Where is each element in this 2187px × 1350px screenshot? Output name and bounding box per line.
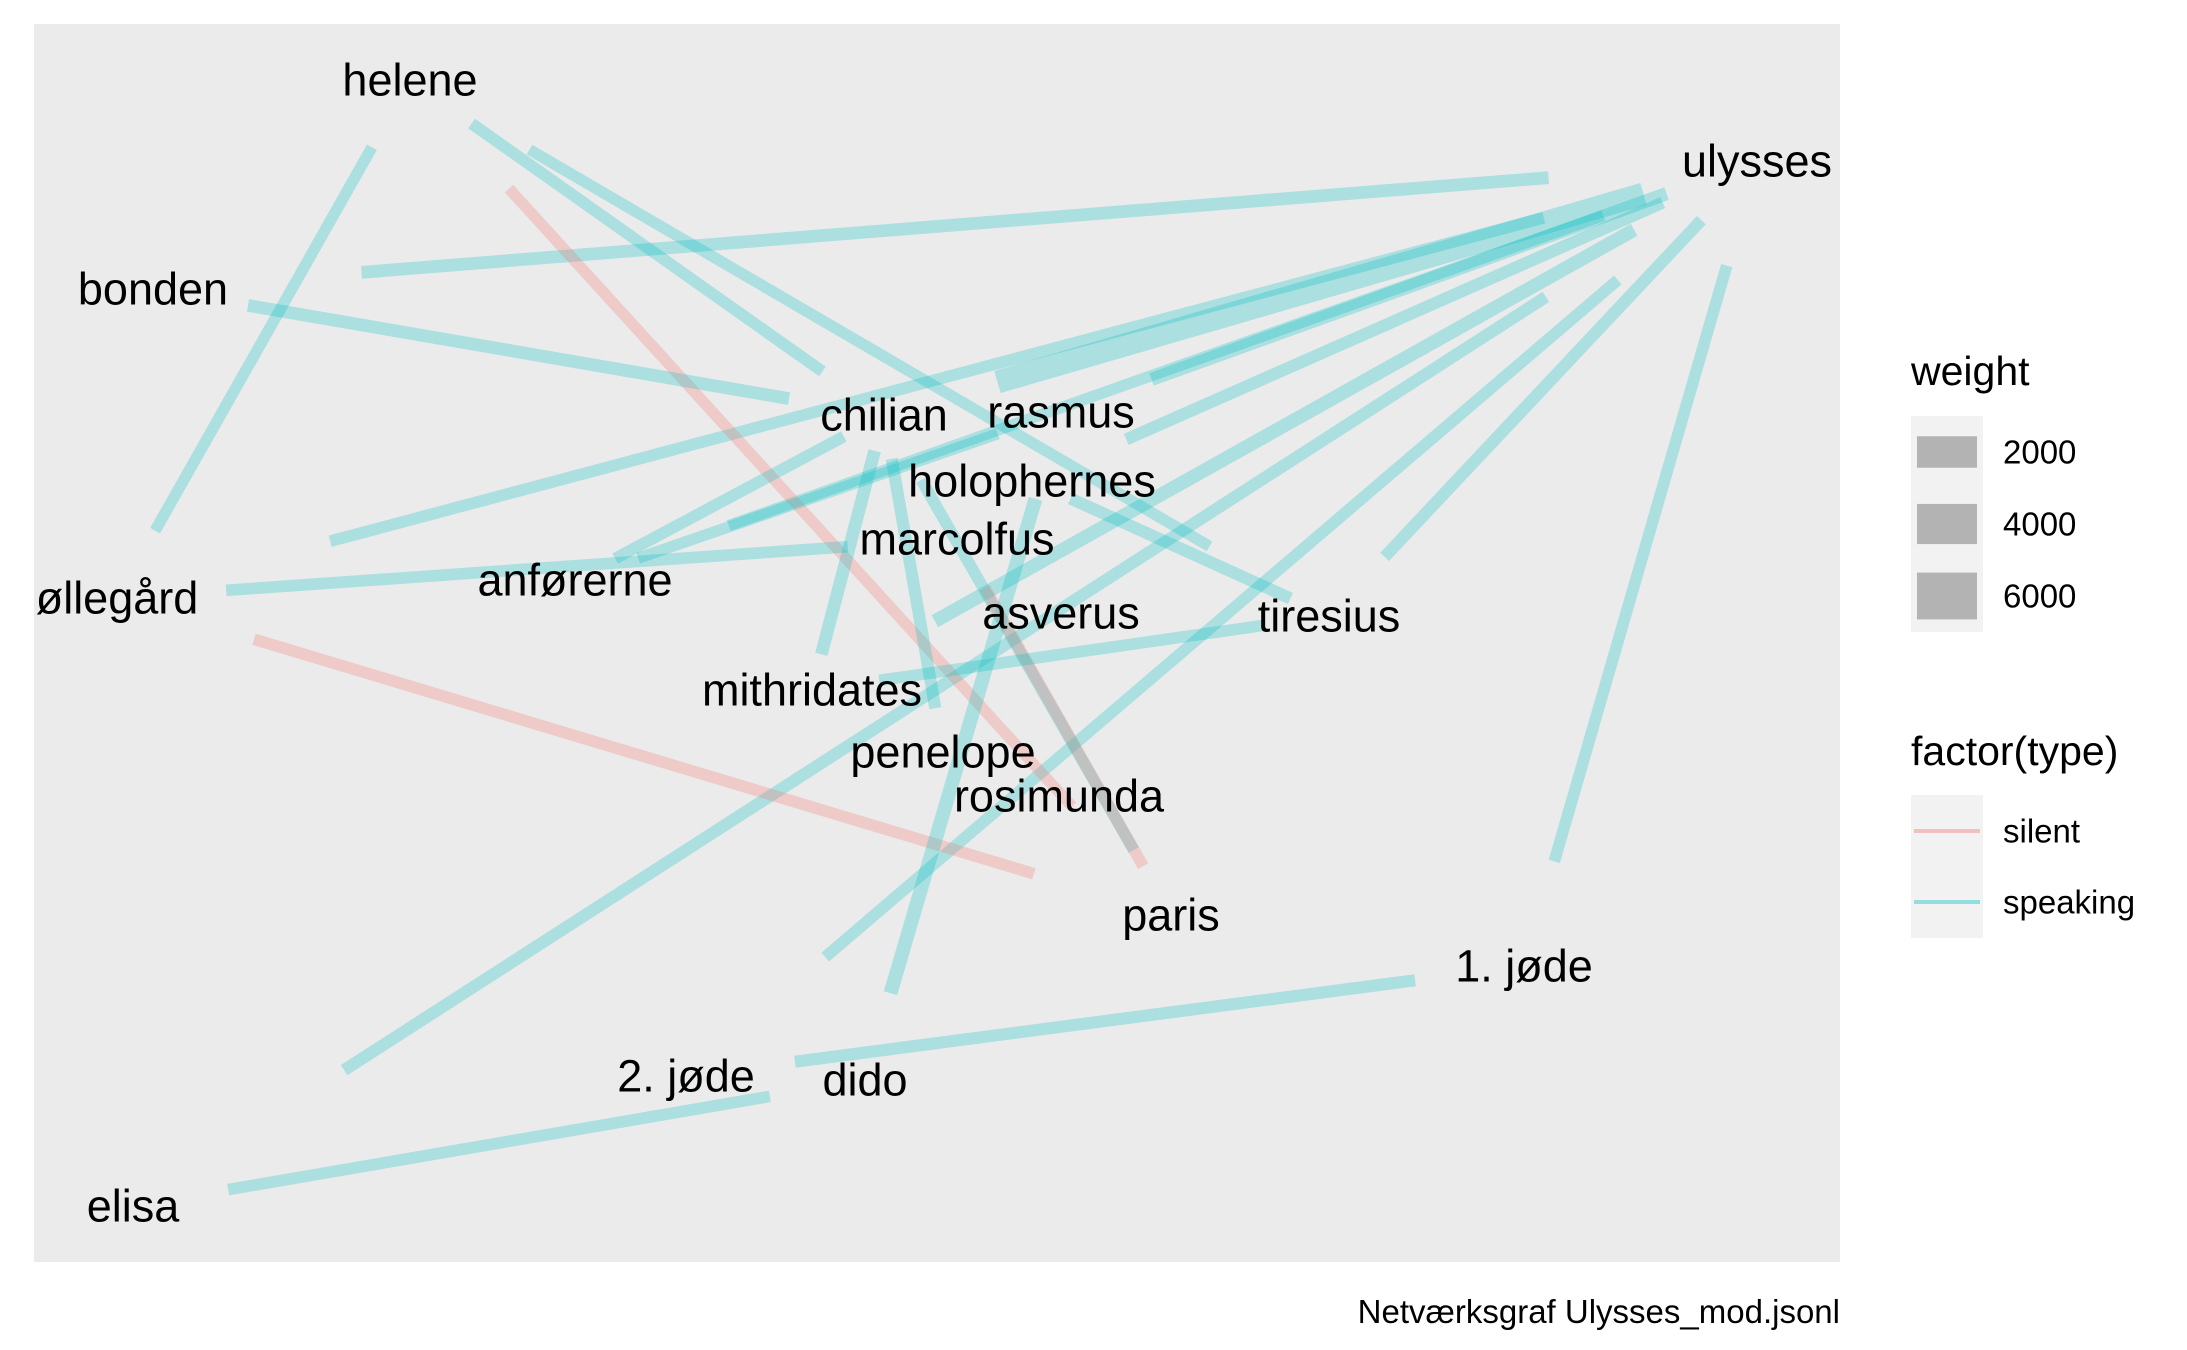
edge-marcolfus-paris: [979, 584, 1149, 870]
edge-helene-ollegard: [150, 144, 377, 534]
node-label-dido: dido: [822, 1055, 907, 1106]
edges-layer: [150, 118, 1733, 1196]
edge-chilian-mithridates: [815, 449, 881, 656]
node-label-ollegard: øllegård: [36, 573, 199, 624]
edge-elisa-dido: [227, 1090, 771, 1196]
edge-ulysses-anforerne: [726, 210, 1606, 531]
legend-type-label-speaking: speaking: [2003, 884, 2135, 921]
edge-ulysses-holophernes: [1123, 197, 1666, 445]
edge-helene-paris: [504, 184, 1077, 811]
node-label-asverus: asverus: [982, 588, 1140, 639]
node-label-anforerne: anførerne: [477, 555, 672, 606]
legend-type-key-bg: [1911, 866, 1983, 938]
node-label-chilian: chilian: [820, 390, 948, 441]
node-label-jode2: 2. jøde: [617, 1051, 755, 1102]
node-label-paris: paris: [1122, 890, 1220, 941]
node-label-mithridates: mithridates: [702, 665, 922, 716]
legend-weight-keys: 2000 4000 6000: [1911, 416, 2076, 632]
node-label-holophernes: holophernes: [908, 456, 1156, 507]
legend-type-title: factor(type): [1911, 728, 2118, 774]
legend-weight-label: 2000: [2003, 434, 2076, 471]
legend-weight-swatch: [1917, 503, 1977, 545]
legend-weight-title: weight: [1910, 348, 2030, 394]
labels-layer: helene ulysses bonden chilian rasmus holopher…: [36, 55, 1832, 1232]
edge-ollegard-paris: [252, 633, 1036, 880]
legend-type-key-bg: [1911, 795, 1983, 867]
edge-rasmus-dido: [883, 496, 1043, 996]
edge-ulysses-rasmus: [1149, 187, 1669, 386]
edge-ulysses-chilian: [994, 182, 1647, 394]
edge-ulysses-elisa: [340, 291, 1550, 1076]
plot-panel: [34, 24, 1840, 1262]
edge-bonden-chilian: [246, 299, 791, 405]
legend-weight-swatch: [1917, 572, 1977, 620]
edge-ulysses-mithridates: [931, 223, 1638, 628]
edge-jode2-jode1: [794, 974, 1416, 1068]
plot-caption: Netværksgraf Ulysses_mod.jsonl: [1358, 1293, 1840, 1330]
edge-mithridates-tiresius: [878, 619, 1263, 687]
edge-ollegard-marcolfus: [225, 540, 849, 597]
edge-ulysses-jode2: [821, 275, 1622, 962]
legend-weight-label: 4000: [2003, 506, 2076, 543]
edge-holophernes-tiresius: [1068, 493, 1293, 604]
node-label-helene: helene: [342, 55, 477, 106]
edge-chilian-anforerne: [612, 431, 847, 564]
edge-ulysses-tiresius: [1380, 216, 1706, 561]
edge-chilian-penelope: [885, 457, 942, 710]
edge-rasmus-anforerne: [636, 428, 1000, 564]
node-label-ulysses: ulysses: [1682, 136, 1832, 187]
node-label-rasmus: rasmus: [987, 387, 1135, 438]
legend-type-keys: silent speaking: [1911, 795, 2135, 938]
legend-weight-swatch: [1917, 436, 1977, 468]
edge-ulysses-ollegard: [328, 212, 1546, 547]
node-label-elisa: elisa: [87, 1181, 181, 1232]
edge-helene-tiresius: [526, 144, 1213, 552]
edge-helene-chilian: [468, 118, 826, 377]
node-label-jode1: 1. jøde: [1455, 941, 1593, 992]
edge-ulysses-bonden: [361, 171, 1549, 279]
node-label-marcolfus: marcolfus: [859, 514, 1054, 565]
node-label-penelope: penelope: [850, 727, 1035, 778]
edge-chilian-paris: [916, 477, 1139, 853]
node-label-rosimunda: rosimunda: [954, 771, 1165, 822]
node-label-tiresius: tiresius: [1258, 591, 1401, 642]
edge-ulysses-jode1: [1548, 264, 1733, 863]
legend-weight-label: 6000: [2003, 578, 2076, 615]
legend-type-label-silent: silent: [2003, 813, 2080, 850]
node-label-bonden: bonden: [78, 264, 228, 315]
